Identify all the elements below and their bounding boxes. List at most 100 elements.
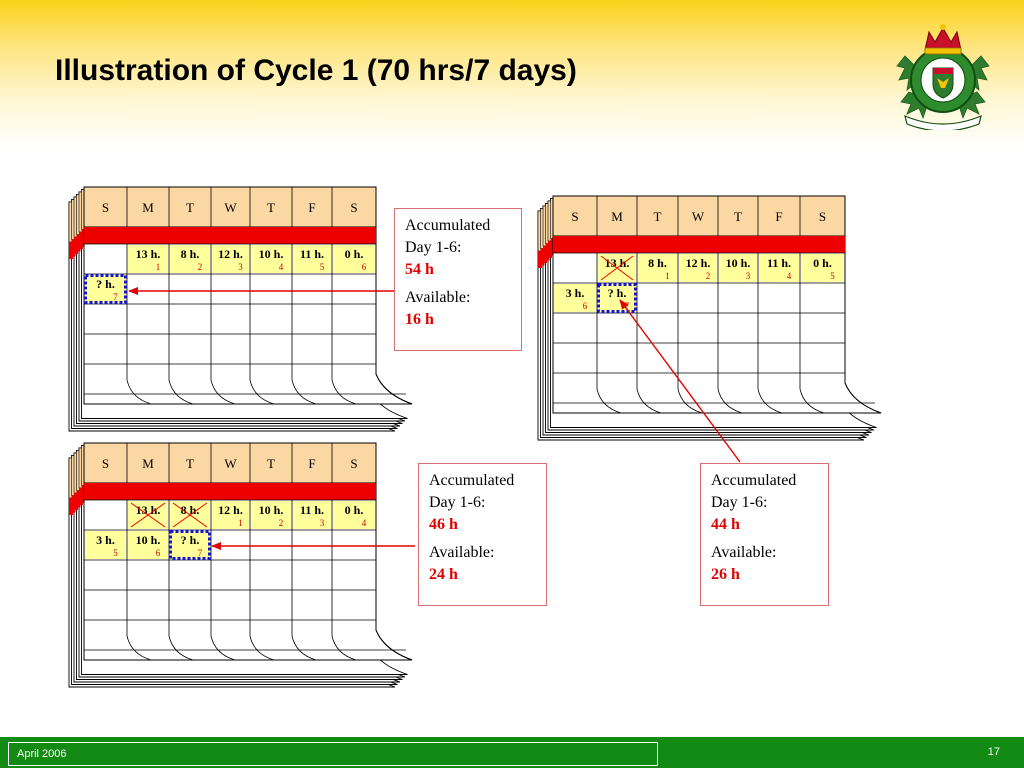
- calendar-back-bar: [79, 488, 83, 505]
- available-label: Available:: [429, 544, 495, 561]
- grid-col-line: [210, 244, 236, 405]
- cell-day-number: 5: [113, 548, 118, 558]
- grid-col-line: [291, 500, 317, 661]
- calendar-back-bar: [74, 237, 78, 254]
- cell-day-number: 6: [362, 262, 367, 272]
- calendar-back-page: [78, 191, 406, 422]
- calendar-back-header: [542, 205, 548, 247]
- calendar-back-header: [73, 452, 79, 494]
- cell-hours: 0 h.: [813, 256, 832, 270]
- box-label: Day 1-6:: [405, 239, 462, 256]
- weekday-label: T: [267, 200, 275, 215]
- calendar-cell: [128, 245, 168, 273]
- page-number: 17: [987, 746, 1000, 758]
- cell-hours: 12 h.: [686, 256, 711, 270]
- grid-col-line: [168, 244, 194, 405]
- calendar-cycle-start: S M T W T F S 13 h.1 8 h.2 12 h.3 10 h.4 11 h.5 0 h.…: [68, 186, 413, 432]
- cell-hours: 0 h.: [345, 503, 364, 517]
- calendar-cell: [293, 245, 331, 273]
- calendar-back-bar: [550, 238, 555, 256]
- calendar-back-bar: [545, 243, 550, 261]
- calendar-back-bar: [543, 246, 547, 263]
- cell-hours: 8 h.: [181, 503, 200, 517]
- cell-hours: 8 h.: [648, 256, 667, 270]
- grid-col-line: [126, 500, 152, 661]
- cell-hours: 11 h.: [300, 247, 324, 261]
- box-label: Day 1-6:: [429, 494, 486, 511]
- grid-col-line: [757, 253, 783, 414]
- accumulated-hours: 44 h: [711, 516, 740, 533]
- calendar-back-page: [550, 198, 877, 428]
- weekday-label: W: [224, 456, 237, 471]
- cell-hours: 12 h.: [218, 247, 243, 261]
- calendar-cell: [759, 254, 799, 282]
- cell-hours: 10 h.: [259, 503, 284, 517]
- calendar-cell: [333, 501, 375, 529]
- weekday-label: T: [267, 456, 275, 471]
- cell-day-number: 5: [320, 262, 325, 272]
- calendar-back-header: [73, 196, 79, 238]
- calendar-cycle-day-8: S M T W T F S 13 h. 8 h.1 12 h.2 10 h.3 11 h.4 0 h.5…: [537, 195, 882, 441]
- calendar-back-header: [71, 199, 76, 240]
- grid-col-line: [596, 253, 622, 414]
- calendar-front-page: [552, 195, 882, 414]
- weekday-label: M: [611, 209, 623, 224]
- weekday-label: M: [142, 200, 154, 215]
- calendar-back-page: [81, 189, 408, 419]
- cell-hours: ? h.: [181, 533, 200, 547]
- cell-day-number: 3: [320, 518, 325, 528]
- calendar-back-bar: [540, 248, 545, 266]
- calendar-back-bar: [81, 229, 86, 247]
- grid-col-line: [249, 500, 275, 661]
- calendar-back-header: [71, 455, 76, 496]
- calendar-curl: [375, 500, 413, 661]
- box-label: Day 1-6:: [711, 494, 768, 511]
- weekday-label: F: [308, 456, 315, 471]
- box-label: Accumulated: [429, 472, 515, 489]
- calendar-back-page: [71, 455, 398, 685]
- calendar-cell: [554, 284, 596, 312]
- calendar-back-bar: [76, 234, 81, 252]
- cell-hours: 0 h.: [345, 247, 364, 261]
- cell-day-number: 3: [238, 262, 243, 272]
- calendar-cell: [170, 245, 210, 273]
- calendar-cell: [251, 245, 291, 273]
- calendar-cell: [293, 501, 331, 529]
- calendar-back-page: [73, 196, 401, 427]
- cross-out-line: [130, 502, 166, 528]
- calendar-back-page: [68, 457, 396, 688]
- cell-day-number: 2: [198, 262, 203, 272]
- grid-col-line: [799, 253, 825, 414]
- cell-day-number: 1: [156, 262, 161, 272]
- calendar-back-header: [81, 445, 86, 486]
- calendar-back-bar: [79, 232, 83, 249]
- available-label: Available:: [405, 289, 471, 306]
- weekday-label: F: [775, 209, 782, 224]
- box-label: Accumulated: [711, 472, 797, 489]
- grid-col-line: [636, 253, 662, 414]
- calendar-curl: [844, 253, 882, 414]
- calendar-header: [83, 186, 377, 228]
- weekday-label: T: [734, 209, 742, 224]
- calendar-back-page: [547, 200, 875, 431]
- accumulated-hours: 54 h: [405, 261, 434, 278]
- cell-hours: ? h.: [608, 286, 627, 300]
- calendar-back-header: [540, 208, 545, 249]
- calendar-cell: [85, 531, 126, 559]
- calendar-back-header: [68, 457, 74, 499]
- calendar-cell: [128, 501, 168, 529]
- accumulated-hours: 46 h: [429, 516, 458, 533]
- cross-out-line: [172, 502, 208, 528]
- highlighted-cell: [84, 274, 127, 304]
- calendar-back-page: [542, 205, 870, 436]
- header-gradient: [0, 0, 1024, 150]
- calendar-back-header: [550, 198, 555, 239]
- cell-hours: 13 h.: [136, 247, 161, 261]
- grid-col-line: [677, 253, 703, 414]
- calendar-back-bar: [71, 495, 76, 513]
- calendar-cell: [638, 254, 677, 282]
- cell-day-number: 7: [113, 292, 118, 302]
- calendar-front-page: [83, 186, 413, 405]
- calendar-back-header: [545, 203, 550, 244]
- calendar-cell: [801, 254, 844, 282]
